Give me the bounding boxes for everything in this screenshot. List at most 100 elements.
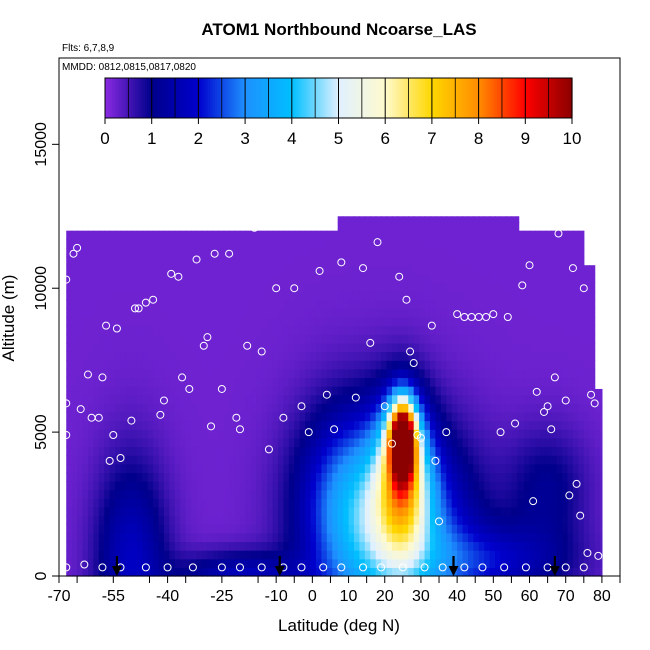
heat-cell: [578, 360, 585, 370]
heat-cell: [234, 325, 241, 335]
heat-cell: [299, 360, 306, 370]
heat-cell: [158, 325, 165, 335]
heat-cell: [540, 239, 547, 249]
heat-cell: [435, 515, 442, 525]
heat-cell: [256, 325, 263, 335]
observation-point: [503, 313, 512, 321]
heat-cell: [364, 282, 371, 292]
heat-cell: [529, 532, 536, 543]
heat-cell: [594, 567, 601, 577]
heat-cell: [305, 325, 312, 335]
heat-cell: [185, 558, 192, 568]
colorbar-cell: [366, 78, 370, 118]
heat-cell: [277, 386, 284, 396]
heat-cell: [131, 299, 138, 309]
heat-cell: [256, 515, 263, 525]
heat-cell: [71, 541, 78, 551]
heat-cell: [288, 567, 295, 577]
heat-cell: [125, 489, 132, 499]
heat-cell: [283, 368, 290, 379]
heat-cell: [299, 411, 306, 422]
heat-cell: [256, 256, 263, 266]
heat-cell: [332, 411, 339, 422]
heat-cell: [419, 429, 426, 439]
x-tick-label: -25: [210, 588, 233, 605]
heat-cell: [511, 351, 518, 361]
heat-cell: [524, 273, 531, 284]
heat-cell: [518, 524, 525, 534]
heat-cell: [567, 360, 574, 370]
heat-cell: [147, 230, 154, 240]
heat-cell: [229, 334, 236, 344]
heat-cell: [594, 437, 601, 448]
colorbar-cell: [415, 78, 419, 118]
heat-cell: [261, 317, 268, 327]
heat-cell: [256, 481, 263, 491]
heat-cell: [321, 230, 328, 240]
heat-cell: [315, 351, 323, 361]
heat-cell: [185, 265, 192, 275]
heat-cell: [589, 481, 596, 491]
heat-cell: [272, 317, 279, 327]
heat-cell: [343, 386, 350, 396]
heat-cell: [419, 360, 426, 370]
heat-cell: [218, 437, 225, 448]
heat-cell: [158, 420, 165, 430]
heat-cell: [408, 541, 415, 551]
heat-cell: [478, 403, 485, 413]
heat-cell: [343, 256, 350, 266]
heat-cell: [163, 360, 170, 370]
heat-cell: [180, 360, 187, 370]
heat-cell: [299, 532, 306, 543]
heat-cell: [299, 455, 306, 465]
heat-cell: [239, 377, 246, 387]
heat-cell: [185, 411, 192, 422]
heat-cell: [142, 291, 149, 301]
heat-cell: [245, 308, 252, 318]
heat-cell: [158, 239, 165, 249]
heat-cell: [223, 532, 230, 543]
heat-cell: [256, 394, 263, 404]
heat-cell: [397, 411, 404, 422]
heat-cell: [397, 256, 404, 266]
heat-cell: [66, 368, 73, 379]
heat-cell: [87, 515, 94, 525]
heat-cell: [451, 377, 458, 387]
heat-cell: [505, 550, 513, 560]
heat-cell: [239, 239, 246, 249]
heat-cell: [326, 299, 333, 309]
observation-point: [178, 373, 187, 382]
x-tick-label: -10: [265, 588, 288, 605]
heat-cell: [223, 230, 230, 240]
heat-cell: [600, 446, 603, 456]
observation-point: [62, 399, 71, 408]
heat-cell: [125, 386, 132, 396]
heat-cell: [413, 325, 420, 335]
heat-cell: [174, 273, 181, 284]
heat-cell: [109, 360, 116, 370]
heat-cell: [131, 282, 138, 292]
heat-cell: [332, 282, 339, 292]
heat-cell: [66, 437, 73, 448]
heat-cell: [397, 282, 404, 292]
colorbar-cell: [252, 78, 256, 118]
heat-cell: [462, 247, 469, 258]
heat-cell: [484, 360, 491, 370]
heat-cell: [370, 299, 377, 309]
observation-point: [243, 341, 252, 350]
heat-cell: [446, 282, 453, 292]
heat-cell: [234, 550, 241, 560]
heat-cell: [115, 239, 122, 249]
heat-cell: [120, 437, 127, 448]
heat-cell: [321, 291, 328, 301]
heat-cell: [375, 342, 382, 353]
heat-cell: [457, 247, 464, 258]
heat-cell: [234, 282, 241, 292]
heat-cell: [66, 334, 73, 344]
heat-cell: [212, 558, 219, 568]
x-tick-label: 30: [412, 588, 430, 605]
heat-cell: [283, 472, 290, 482]
heat-cell: [109, 567, 116, 577]
heat-cell: [120, 265, 127, 275]
heat-cell: [229, 230, 236, 240]
